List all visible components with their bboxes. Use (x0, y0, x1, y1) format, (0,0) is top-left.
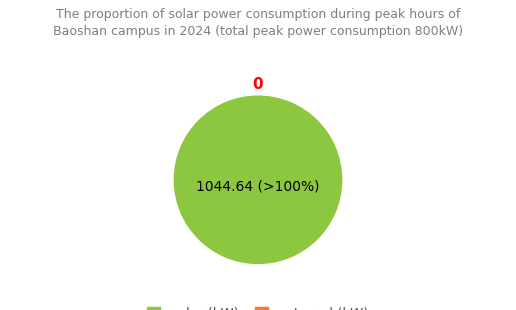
Text: 0: 0 (253, 77, 263, 92)
Text: 1044.64 (>100%): 1044.64 (>100%) (196, 179, 320, 193)
Legend: solar (kW), external (kW): solar (kW), external (kW) (142, 301, 374, 310)
Wedge shape (174, 95, 342, 264)
Text: The proportion of solar power consumption during peak hours of
Baoshan campus in: The proportion of solar power consumptio… (53, 8, 463, 38)
